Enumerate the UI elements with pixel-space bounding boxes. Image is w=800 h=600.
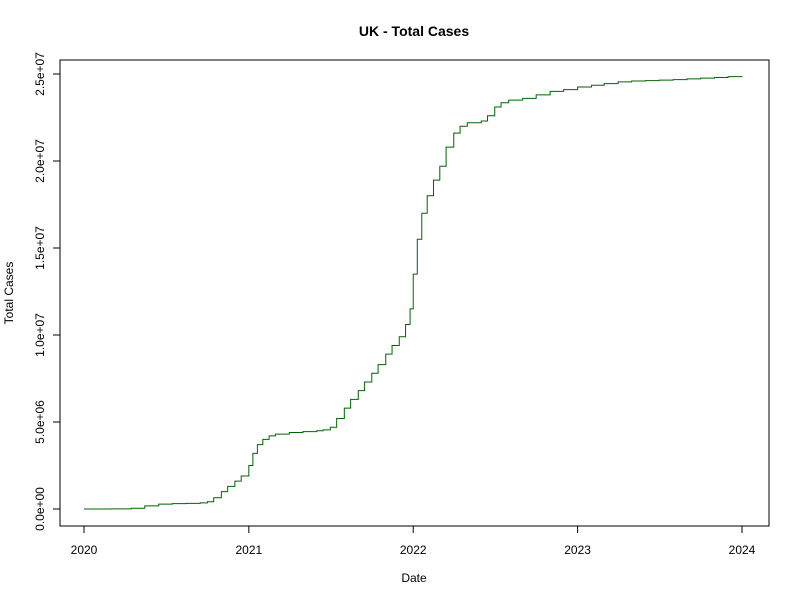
- y-tick-label: 1.0e+07: [33, 313, 47, 357]
- x-tick-label: 2024: [729, 543, 756, 557]
- y-tick-label: 1.5e+07: [33, 226, 47, 270]
- x-axis: 2020 2021 2022 2023 2024: [71, 525, 756, 557]
- series-line: [84, 76, 743, 510]
- x-tick-label: 2020: [71, 543, 98, 557]
- plot-frame: [59, 59, 770, 527]
- chart-title: UK - Total Cases: [359, 23, 469, 39]
- y-tick-label: 0.0e+00: [33, 487, 47, 531]
- y-tick-label: 5.0e+06: [33, 400, 47, 444]
- y-axis-label: Total Cases: [2, 262, 16, 325]
- x-tick-label: 2023: [564, 543, 591, 557]
- series-layer: [84, 76, 743, 510]
- x-axis-label: Date: [401, 571, 427, 585]
- y-tick-label: 2.5e+07: [33, 52, 47, 96]
- x-tick-label: 2021: [235, 543, 262, 557]
- y-tick-label: 2.0e+07: [33, 139, 47, 183]
- x-tick-label: 2022: [400, 543, 427, 557]
- y-axis: 0.0e+00 5.0e+06 1.0e+07 1.5e+07 2.0e+07 2.5e+…: [33, 52, 61, 531]
